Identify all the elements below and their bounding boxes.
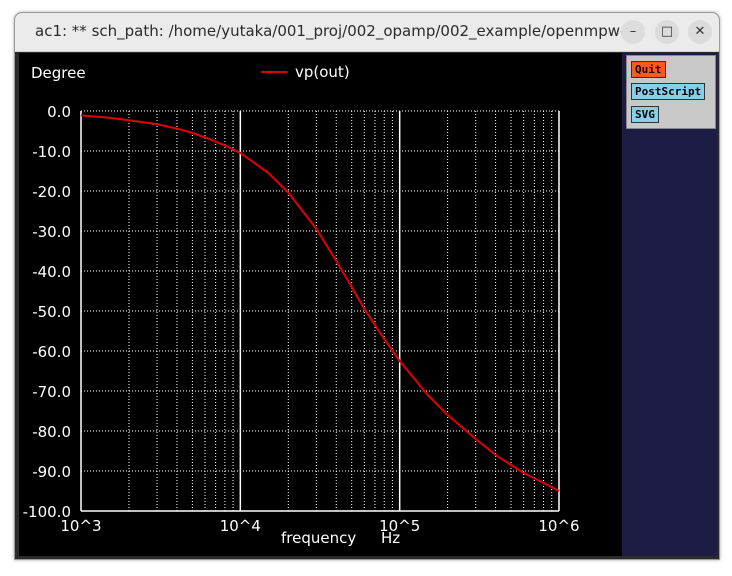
close-icon[interactable]: ✕	[688, 20, 712, 44]
postscript-button[interactable]: PostScript	[631, 83, 705, 100]
window-title: ac1: ** sch_path: /home/yutaka/001_proj/…	[35, 22, 640, 40]
y-tick-label: -30.0	[32, 223, 71, 241]
x-tick-label: 10^4	[220, 517, 261, 535]
y-tick-label: -40.0	[32, 263, 71, 281]
quit-button[interactable]: Quit	[631, 61, 666, 78]
series-line-vp-out	[81, 115, 559, 491]
title-bar[interactable]: ac1: ** sch_path: /home/yutaka/001_proj/…	[15, 13, 719, 52]
maximize-icon[interactable]: □	[655, 20, 679, 44]
y-tick-label: 0.0	[47, 103, 71, 121]
y-tick-label: -60.0	[32, 343, 71, 361]
app-window: ac1: ** sch_path: /home/yutaka/001_proj/…	[14, 12, 720, 560]
phase-chart: 0.0 -10.0 -20.0 -30.0 -40.0 -50.0 -60.0 -70.0 -8…	[19, 53, 622, 556]
side-panel: Quit PostScript SVG	[622, 53, 717, 556]
x-tick-label: 10^3	[60, 517, 101, 535]
plot-area: 0.0 -10.0 -20.0 -30.0 -40.0 -50.0 -60.0 -70.0 -8…	[19, 53, 622, 556]
button-box: Quit PostScript SVG	[626, 55, 716, 129]
minimize-icon[interactable]: –	[621, 20, 645, 44]
y-tick-label: -80.0	[32, 423, 71, 441]
legend-label: vp(out)	[295, 63, 350, 81]
y-axis-label: Degree	[31, 64, 86, 82]
y-tick-label: -10.0	[32, 143, 71, 161]
x-axis-unit: Hz	[381, 529, 400, 547]
x-tick-label: 10^6	[538, 517, 579, 535]
y-tick-label: -20.0	[32, 183, 71, 201]
x-axis-label: frequency	[281, 529, 356, 547]
y-tick-label: -90.0	[32, 463, 71, 481]
y-tick-label: -70.0	[32, 383, 71, 401]
svg-button[interactable]: SVG	[631, 106, 659, 123]
y-tick-label: -50.0	[32, 303, 71, 321]
